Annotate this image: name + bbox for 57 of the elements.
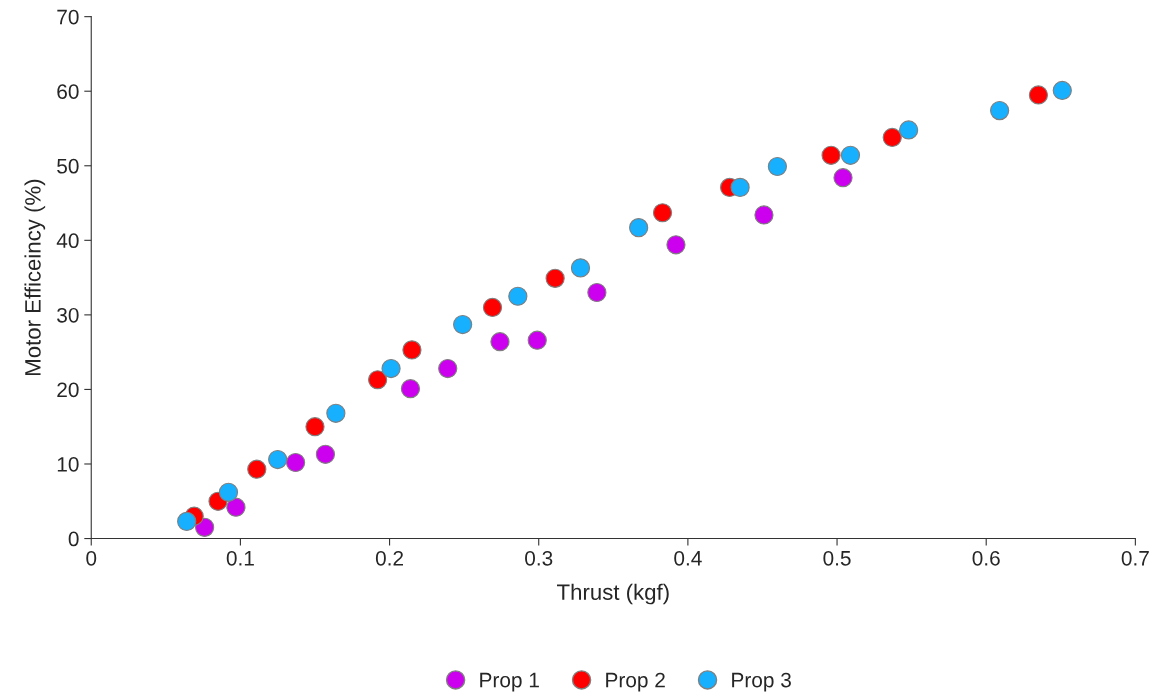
point	[570, 258, 591, 278]
y-tick-label: 30	[57, 307, 79, 323]
point	[268, 449, 288, 470]
x-tick-label: 0.6	[972, 550, 1000, 566]
point	[1028, 85, 1049, 105]
y-tick-label: 70	[57, 9, 79, 25]
point	[754, 205, 774, 225]
point	[990, 100, 1010, 121]
x-axis-title: Thrust (kgf)	[557, 583, 669, 605]
y-tick-label: 20	[57, 382, 79, 398]
point	[453, 314, 473, 335]
x-tick-label: 0.4	[674, 550, 702, 566]
x-tick-label: 0.3	[525, 550, 553, 566]
point	[368, 370, 388, 390]
point	[652, 203, 673, 223]
legend-label: Prop 3	[732, 672, 791, 692]
point	[177, 511, 197, 532]
y-tick-label: 50	[57, 158, 79, 174]
point	[629, 218, 649, 238]
point	[666, 235, 686, 255]
point	[840, 145, 861, 165]
y-tick-label: 10	[57, 456, 79, 472]
x-tick-label: 0.5	[823, 550, 851, 566]
x-tick-label: 0.7	[1121, 550, 1149, 566]
point	[400, 379, 421, 399]
point	[833, 168, 853, 188]
x-tick-label: 0	[86, 550, 97, 566]
point	[285, 452, 306, 473]
point	[527, 330, 547, 350]
point	[402, 340, 422, 360]
y-tick-label: 0	[68, 531, 79, 547]
point	[218, 482, 239, 502]
legend-label: Prop 1	[480, 672, 539, 692]
point	[730, 177, 750, 197]
point	[490, 332, 510, 352]
point	[545, 268, 565, 288]
point	[226, 497, 246, 517]
y-tick-label: 40	[56, 233, 79, 249]
point	[381, 358, 401, 379]
y-tick-label: 60	[57, 84, 79, 99]
point	[482, 297, 503, 318]
x-tick-label: 0.1	[226, 550, 254, 566]
point	[821, 145, 841, 165]
point	[305, 417, 325, 437]
point	[438, 358, 458, 379]
point	[247, 459, 267, 479]
point	[587, 282, 607, 303]
point	[326, 403, 346, 423]
point	[767, 156, 787, 177]
point	[508, 286, 528, 306]
point	[899, 120, 919, 140]
point	[882, 127, 902, 148]
point	[315, 444, 336, 464]
legend-label: Prop 2	[606, 672, 665, 692]
point	[1052, 80, 1072, 101]
x-tick-label: 0.2	[375, 550, 403, 566]
y-axis-title: Motor Efficeincy (%)	[24, 179, 46, 375]
